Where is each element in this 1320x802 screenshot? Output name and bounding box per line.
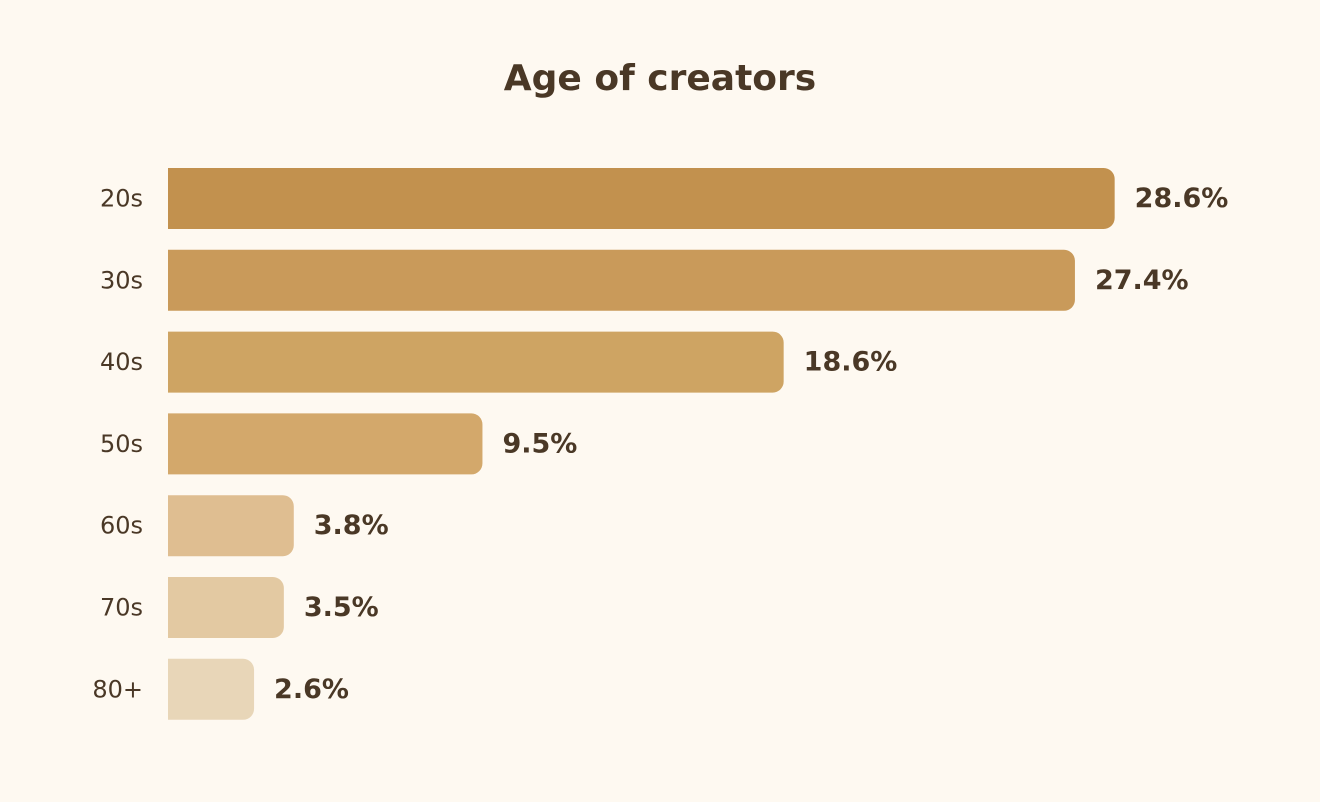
bar-40s: [168, 331, 784, 393]
bar-20s: [168, 168, 1115, 229]
category-label: 60s: [100, 512, 143, 540]
value-label: 27.4%: [1095, 265, 1189, 296]
value-label: 9.5%: [502, 428, 577, 459]
bar-80-plus: [168, 658, 255, 720]
chart-title: Age of creators: [504, 58, 816, 99]
category-label: 70s: [100, 594, 143, 622]
bar-50s: [168, 413, 483, 475]
category-label: 30s: [100, 266, 143, 294]
bar-60s: [168, 495, 294, 557]
value-label: 18.6%: [804, 347, 898, 378]
bar-70s: [168, 577, 284, 638]
value-label: 2.6%: [274, 674, 349, 705]
category-label: 20s: [100, 185, 143, 213]
category-label: 50s: [100, 430, 143, 458]
bars-group: 20s 28.6% 30s 27.4% 40s 18.6% 50s 9.5% 60s 3.8% 70…: [92, 168, 1228, 720]
value-label: 3.5%: [304, 592, 379, 623]
category-label: 40s: [100, 348, 143, 376]
value-label: 28.6%: [1135, 183, 1229, 214]
value-label: 3.8%: [314, 510, 389, 541]
category-label: 80+: [92, 675, 143, 703]
bar-30s: [168, 249, 1075, 311]
